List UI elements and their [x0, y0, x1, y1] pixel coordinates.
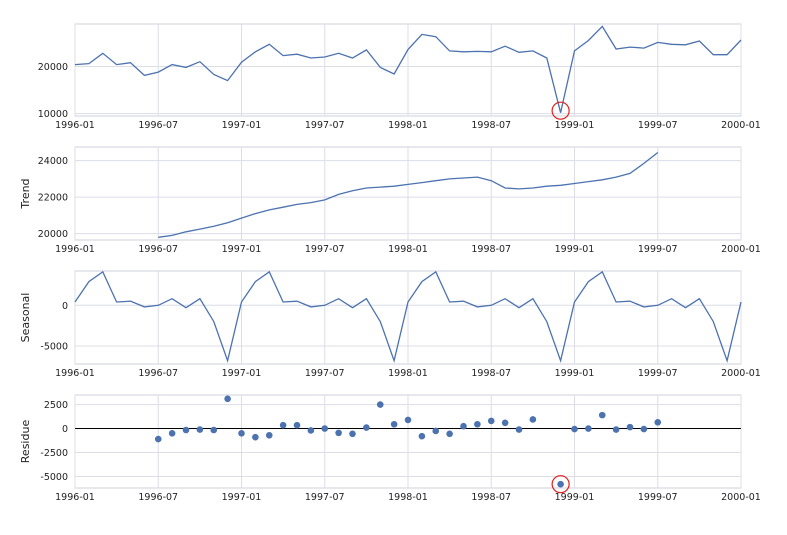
residue-point	[474, 420, 481, 428]
residue-point	[557, 480, 564, 488]
trend-y-tick-label: 22000	[38, 193, 68, 204]
trend-series-line	[158, 151, 659, 238]
residue-x-tick-label: 1997-01	[222, 492, 262, 503]
residue-point	[293, 421, 301, 429]
residue-x-tick-label: 1997-07	[305, 492, 345, 503]
residue-outlier-highlight-circle	[551, 475, 570, 494]
residue-x-tick-label: 2000-01	[721, 492, 761, 503]
residue-x-tick-label: 1998-07	[471, 492, 511, 503]
observed-x-tick-label: 1999-01	[555, 120, 595, 131]
residue-y-tick-label: 2500	[44, 400, 68, 411]
residue-point	[182, 426, 190, 434]
trend-panel: 1996-01 1996-07 1997-01 1997-07 1998-01 1998-…	[19, 146, 761, 255]
observed-x-tick-label: 1998-07	[471, 120, 511, 131]
seasonal-y-axis-label: Seasonal	[19, 293, 32, 343]
residue-point	[376, 401, 384, 408]
seasonal-y-tick-label: 0	[62, 301, 68, 312]
observed-x-tick-label: 1996-01	[55, 120, 95, 131]
observed-outlier-highlight-circle	[551, 101, 570, 120]
residue-point	[349, 430, 356, 438]
residue-y-tick-label: -5000	[40, 472, 68, 483]
residue-point	[626, 423, 634, 431]
seasonal-x-tick-label: 1997-01	[222, 368, 262, 379]
residue-point	[238, 430, 245, 437]
observed-y-tick-label: 20000	[38, 62, 68, 73]
residue-point	[501, 419, 509, 427]
residue-x-tick-label: 1998-01	[388, 492, 428, 503]
trend-x-tick-label: 2000-01	[721, 244, 761, 255]
residue-point	[487, 417, 495, 425]
residue-y-axis-label: Residue	[19, 420, 32, 464]
observed-x-tick-label: 1997-01	[222, 120, 262, 131]
residue-x-tick-label: 1999-01	[555, 492, 595, 503]
seasonal-x-tick-label: 1998-07	[471, 368, 511, 379]
residue-point	[654, 419, 662, 426]
observed-x-tick-label: 1998-01	[388, 120, 428, 131]
residue-point	[335, 429, 342, 437]
seasonal-x-tick-label: 1998-01	[388, 368, 428, 379]
seasonal-panel: 1996-01 1996-07 1997-01 1997-07 1998-01 1998-…	[19, 270, 761, 379]
residue-point	[252, 433, 259, 441]
observed-y-tick-label: 10000	[38, 109, 68, 120]
seasonal-x-tick-label: 2000-01	[721, 368, 761, 379]
residue-x-tick-label: 1996-01	[55, 492, 95, 503]
residue-point	[404, 416, 412, 424]
residue-point	[168, 430, 176, 437]
observed-panel: 1996-01 1996-07 1997-01 1997-07 1998-01 1998-…	[38, 23, 761, 131]
trend-x-tick-label: 1997-01	[222, 244, 262, 255]
residue-point	[612, 426, 620, 433]
residue-x-tick-label: 1996-07	[138, 492, 178, 503]
observed-x-tick-label: 1997-07	[305, 120, 345, 131]
residue-point	[640, 425, 648, 433]
residue-point	[446, 430, 453, 438]
trend-x-tick-label: 1998-01	[388, 244, 428, 255]
trend-y-tick-label: 20000	[38, 229, 68, 240]
residue-point	[529, 416, 537, 423]
seasonal-series-line	[74, 270, 742, 364]
residue-x-tick-label: 1999-07	[638, 492, 678, 503]
observed-x-tick-label: 2000-01	[721, 120, 761, 131]
trend-y-tick-label: 24000	[38, 156, 68, 167]
residue-point	[196, 426, 204, 433]
seasonal-x-tick-label: 1997-07	[305, 368, 345, 379]
residue-point	[460, 422, 467, 430]
residue-point	[598, 411, 606, 419]
residue-point	[363, 424, 370, 431]
seasonal-x-tick-label: 1996-01	[55, 368, 95, 379]
residue-point	[279, 421, 287, 429]
observed-x-tick-label: 1996-07	[138, 120, 178, 131]
trend-x-tick-label: 1999-01	[555, 244, 595, 255]
trend-x-tick-label: 1999-07	[638, 244, 678, 255]
residue-point	[515, 426, 523, 433]
residue-point	[224, 395, 231, 403]
residue-point	[265, 431, 273, 439]
residue-point	[321, 425, 329, 432]
residue-y-tick-label: -2500	[40, 448, 68, 459]
residue-point	[390, 420, 398, 428]
residue-point	[432, 427, 440, 435]
seasonal-y-tick-label: -5000	[40, 342, 68, 353]
residue-point	[307, 427, 315, 434]
residue-point	[210, 426, 218, 434]
trend-x-tick-label: 1998-07	[471, 244, 511, 255]
residue-point	[418, 432, 426, 440]
residue-point	[154, 435, 162, 443]
trend-x-tick-label: 1996-07	[138, 244, 178, 255]
trend-y-axis-label: Trend	[19, 178, 32, 209]
seasonal-x-tick-label: 1999-01	[555, 368, 595, 379]
residue-point	[571, 425, 578, 433]
residue-y-tick-label: 0	[62, 424, 68, 435]
trend-x-tick-label: 1997-07	[305, 244, 345, 255]
seasonal-x-tick-label: 1996-07	[138, 368, 178, 379]
observed-series-line	[74, 25, 742, 113]
observed-x-tick-label: 1999-07	[638, 120, 678, 131]
residue-point	[585, 425, 592, 432]
residue-panel: 1996-01 1996-07 1997-01 1997-07 1998-01 1998-…	[19, 394, 761, 503]
seasonal-x-tick-label: 1999-07	[638, 368, 678, 379]
trend-x-tick-label: 1996-01	[55, 244, 95, 255]
